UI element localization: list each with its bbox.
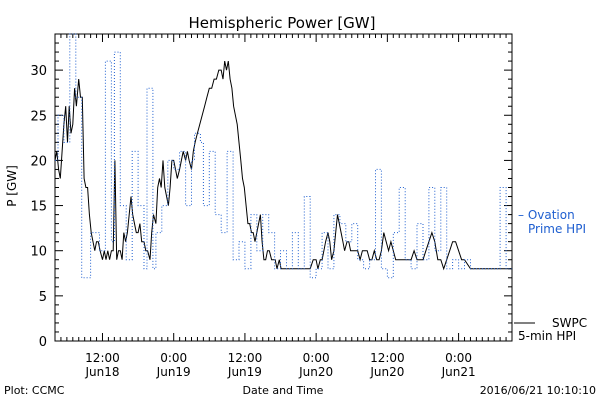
y-tick-label: 15 bbox=[30, 200, 47, 215]
y-tick-label: 25 bbox=[30, 109, 47, 124]
x-tick-label-date: Jun20 bbox=[369, 365, 404, 379]
y-tick-label: 30 bbox=[30, 64, 47, 79]
y-tick-label: 20 bbox=[30, 154, 47, 169]
series-layer bbox=[54, 33, 512, 279]
footer-timestamp: 2016/06/21 10:10:10 bbox=[480, 384, 596, 397]
y-axis-label: P [GW] bbox=[5, 165, 19, 207]
y-tick-label: 0 bbox=[39, 335, 47, 350]
x-tick-label-time: 0:00 bbox=[445, 351, 472, 365]
y-tick-labels: 0 5 10 15 20 25 30 bbox=[30, 64, 47, 350]
series-line-swpc-5-min-hpi bbox=[54, 61, 512, 271]
x-tick-labels: 12:00Jun180:00Jun1912:00Jun190:00Jun2012… bbox=[84, 351, 475, 379]
x-tick-label-date: Jun20 bbox=[298, 365, 333, 379]
x-tick-label-date: Jun19 bbox=[227, 365, 262, 379]
x-tick-label-time: 0:00 bbox=[303, 351, 330, 365]
x-axis-label: Date and Time bbox=[243, 384, 324, 397]
series-line-ovation-prime-hpi bbox=[55, 33, 512, 279]
x-tick-label-date: Jun18 bbox=[84, 365, 119, 379]
legend-label-swpc-line2: 5-min HPI bbox=[518, 329, 576, 343]
legend-label-ovation-line2: Prime HPI bbox=[528, 222, 586, 236]
x-tick-label-time: 12:00 bbox=[228, 351, 263, 365]
footer-plot-credit: Plot: CCMC bbox=[4, 384, 65, 397]
x-tick-label-time: 12:00 bbox=[85, 351, 120, 365]
y-tick-label: 10 bbox=[30, 245, 47, 260]
legend-label-ovation-line1: – Ovation bbox=[518, 208, 575, 222]
x-tick-label-time: 12:00 bbox=[370, 351, 405, 365]
legend-label-swpc-line1: SWPC bbox=[552, 316, 587, 330]
plot-frame bbox=[54, 33, 513, 342]
x-tick-label-time: 0:00 bbox=[160, 351, 187, 365]
chart-title: Hemispheric Power [GW] bbox=[189, 14, 376, 32]
x-tick-label-date: Jun21 bbox=[441, 365, 476, 379]
axes-layer bbox=[54, 33, 513, 342]
x-tick-label-date: Jun19 bbox=[156, 365, 191, 379]
y-tick-label: 5 bbox=[39, 290, 47, 305]
